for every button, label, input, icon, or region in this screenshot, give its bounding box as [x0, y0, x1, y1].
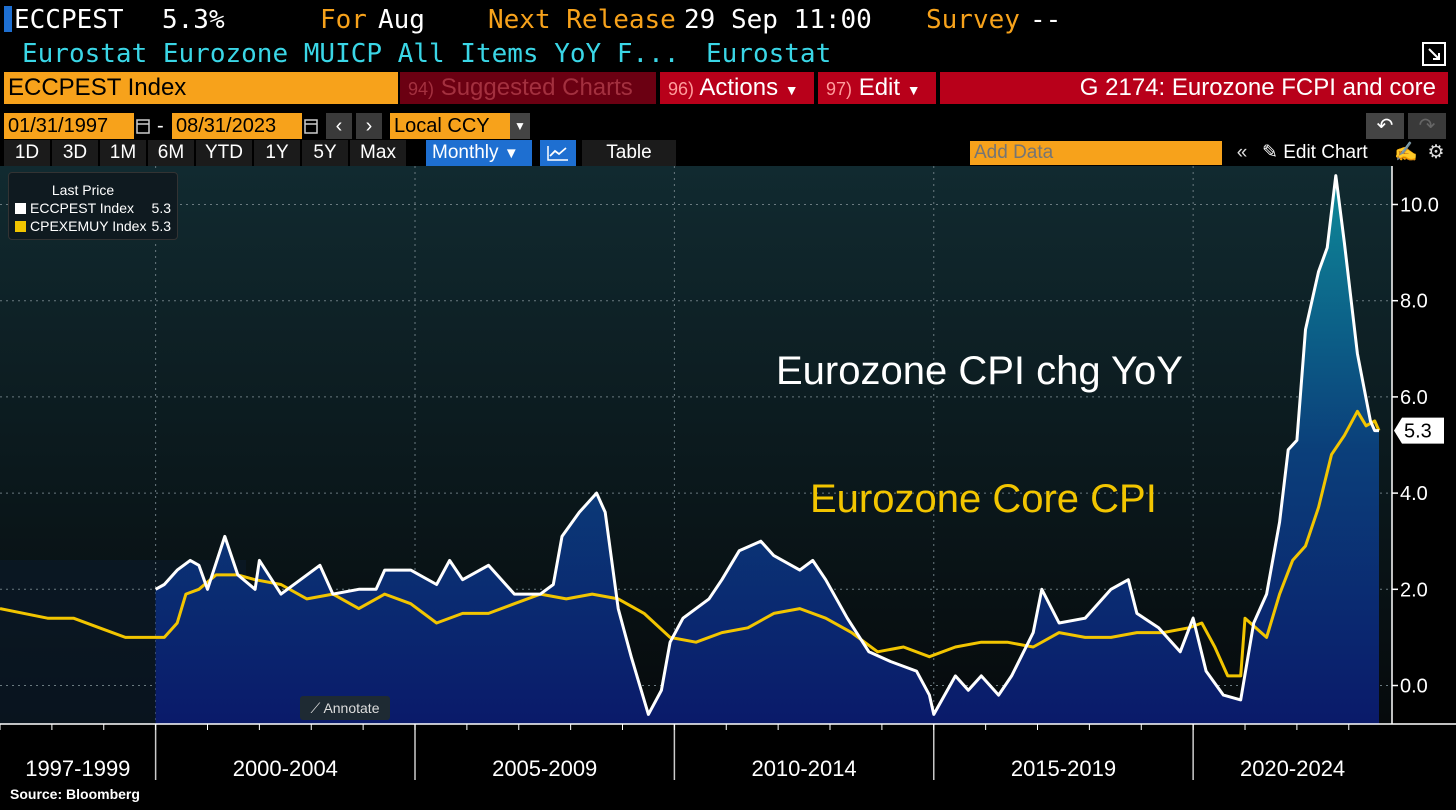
- y-tick-label: 10.0: [1400, 194, 1439, 216]
- legend-swatch-core: [15, 221, 26, 232]
- security-description: Eurostat Eurozone MUICP All Items YoY F.…: [22, 39, 680, 69]
- legend-item[interactable]: CPEXEMUY Index 5.3: [15, 217, 171, 235]
- annotate-label: Annotate: [323, 700, 380, 716]
- chart-title: G 2174: Eurozone FCPI and core: [1079, 74, 1436, 101]
- currency-select[interactable]: Local CCY ▼: [390, 113, 530, 139]
- table-label: Table: [606, 142, 652, 163]
- for-value: Aug: [378, 5, 425, 35]
- redo-button[interactable]: ↷: [1408, 113, 1446, 139]
- x-period-label: 2000-2004: [233, 756, 338, 781]
- end-date-input[interactable]: 08/31/2023: [172, 113, 302, 139]
- ticker-symbol: ECCPEST: [14, 5, 124, 35]
- edit-number: 97): [826, 79, 853, 99]
- frequency-select[interactable]: Monthly ▼: [426, 140, 532, 166]
- edit-chart-button[interactable]: ✎ Edit Chart: [1262, 140, 1392, 166]
- edit-menu[interactable]: 97) Edit ▼: [818, 72, 936, 104]
- last-value: 5.3%: [162, 5, 225, 35]
- suggested-charts-button[interactable]: 94) Suggested Charts: [400, 72, 656, 104]
- next-period-button[interactable]: ›: [356, 113, 382, 139]
- next-release-label: Next Release: [488, 5, 676, 35]
- headline-cpi-line: [154, 174, 1379, 716]
- gear-icon[interactable]: ⚙: [1427, 142, 1445, 163]
- annotate-button[interactable]: ⟋ Annotate: [300, 696, 390, 720]
- x-period-label: 2010-2014: [751, 756, 856, 781]
- period-tabs: 1D 3D 1M 6M YTD 1Y 5Y Max: [4, 140, 408, 166]
- tab-5y[interactable]: 5Y: [302, 140, 348, 166]
- legend-item-name: ECCPEST Index: [30, 200, 135, 216]
- tab-1m[interactable]: 1M: [100, 140, 146, 166]
- next-release-value: 29 Sep 11:00: [684, 5, 872, 35]
- start-calendar-icon[interactable]: [136, 117, 150, 135]
- x-axis: 1997-1999 2000-2004 2005-2009 2010-2014 2015…: [0, 723, 1456, 781]
- tab-6m[interactable]: 6M: [148, 140, 194, 166]
- frequency-value: Monthly: [432, 142, 499, 163]
- chart-settings-small-icon[interactable]: ✍: [1394, 142, 1418, 163]
- legend-item-value: 5.3: [151, 218, 171, 234]
- date-separator: -: [157, 115, 164, 137]
- collapse-icon[interactable]: «: [1236, 142, 1248, 163]
- add-data-input[interactable]: [970, 141, 1222, 165]
- edit-caret-icon: ▼: [906, 82, 921, 98]
- y-tick-label: 0.0: [1400, 676, 1428, 698]
- edit-label: Edit: [858, 74, 901, 101]
- actions-label: Actions: [699, 74, 779, 101]
- pencil-icon: ✎: [1262, 142, 1278, 163]
- legend: Last Price ECCPEST Index 5.3 CPEXEMUY In…: [8, 172, 178, 240]
- suggested-charts-label: Suggested Charts: [440, 74, 633, 101]
- suggested-charts-number: 94): [408, 79, 435, 99]
- y-tick-label: 6.0: [1400, 387, 1428, 409]
- security-input[interactable]: ECCPEST Index: [4, 72, 398, 104]
- actions-menu[interactable]: 96) Actions ▼: [660, 72, 814, 104]
- tab-1y[interactable]: 1Y: [254, 140, 300, 166]
- tab-max[interactable]: Max: [350, 140, 406, 166]
- survey-label: Survey: [926, 5, 1020, 35]
- line-chart-icon[interactable]: [540, 140, 576, 166]
- source-name: Eurostat: [706, 39, 832, 69]
- y-axis: 0.0 2.0 4.0 6.0 8.0 10.0: [1391, 166, 1439, 724]
- chart-area: 0.0 2.0 4.0 6.0 8.0 10.0 1997-1999 2000-2004 20…: [0, 166, 1456, 781]
- x-period-label: 2020-2024: [1240, 756, 1345, 781]
- table-button[interactable]: Table: [582, 140, 676, 166]
- expand-icon[interactable]: [1420, 40, 1448, 68]
- chart-title-bar: G 2174: Eurozone FCPI and core: [940, 72, 1448, 104]
- actions-number: 96): [668, 79, 695, 99]
- last-value-tag: [1394, 417, 1444, 444]
- y-tick-label: 8.0: [1400, 291, 1428, 313]
- frequency-caret-icon: ▼: [503, 145, 519, 162]
- y-tick-label: 4.0: [1400, 483, 1428, 505]
- headline-annotation: Eurozone CPI chg YoY: [776, 349, 1183, 393]
- tab-1d[interactable]: 1D: [4, 140, 50, 166]
- actions-caret-icon: ▼: [784, 82, 799, 98]
- currency-caret-icon: ▼: [510, 113, 530, 139]
- tab-3d[interactable]: 3D: [52, 140, 98, 166]
- currency-value: Local CCY: [394, 115, 490, 137]
- security-input-text: ECCPEST Index: [8, 74, 187, 101]
- y-tick-label: 2.0: [1400, 579, 1428, 601]
- prev-period-button[interactable]: ‹: [326, 113, 352, 139]
- x-period-label: 2005-2009: [492, 756, 597, 781]
- annotate-icon: ⟋: [310, 700, 321, 716]
- legend-title: Last Price: [51, 182, 115, 198]
- edit-chart-label: Edit Chart: [1283, 142, 1368, 163]
- tab-ytd[interactable]: YTD: [196, 140, 252, 166]
- start-date-input[interactable]: 01/31/1997: [4, 113, 134, 139]
- last-value-label: 5.3: [1394, 417, 1444, 444]
- ticker-marker: [4, 6, 12, 32]
- end-calendar-icon[interactable]: [304, 117, 318, 135]
- undo-button[interactable]: ↶: [1366, 113, 1404, 139]
- x-period-label: 2015-2019: [1011, 756, 1116, 781]
- survey-value: --: [1030, 5, 1062, 35]
- core-annotation: Eurozone Core CPI: [810, 477, 1157, 521]
- source-text: Source: Bloomberg: [10, 786, 140, 802]
- legend-item-value: 5.3: [151, 200, 171, 216]
- legend-item-name: CPEXEMUY Index: [30, 218, 147, 234]
- last-value-text: 5.3: [1404, 421, 1432, 443]
- headline-cpi-area: [155, 175, 1380, 725]
- x-period-label: 1997-1999: [25, 756, 130, 781]
- for-label: For: [320, 5, 367, 35]
- legend-item[interactable]: ECCPEST Index 5.3: [15, 199, 171, 217]
- legend-swatch-headline: [15, 203, 26, 214]
